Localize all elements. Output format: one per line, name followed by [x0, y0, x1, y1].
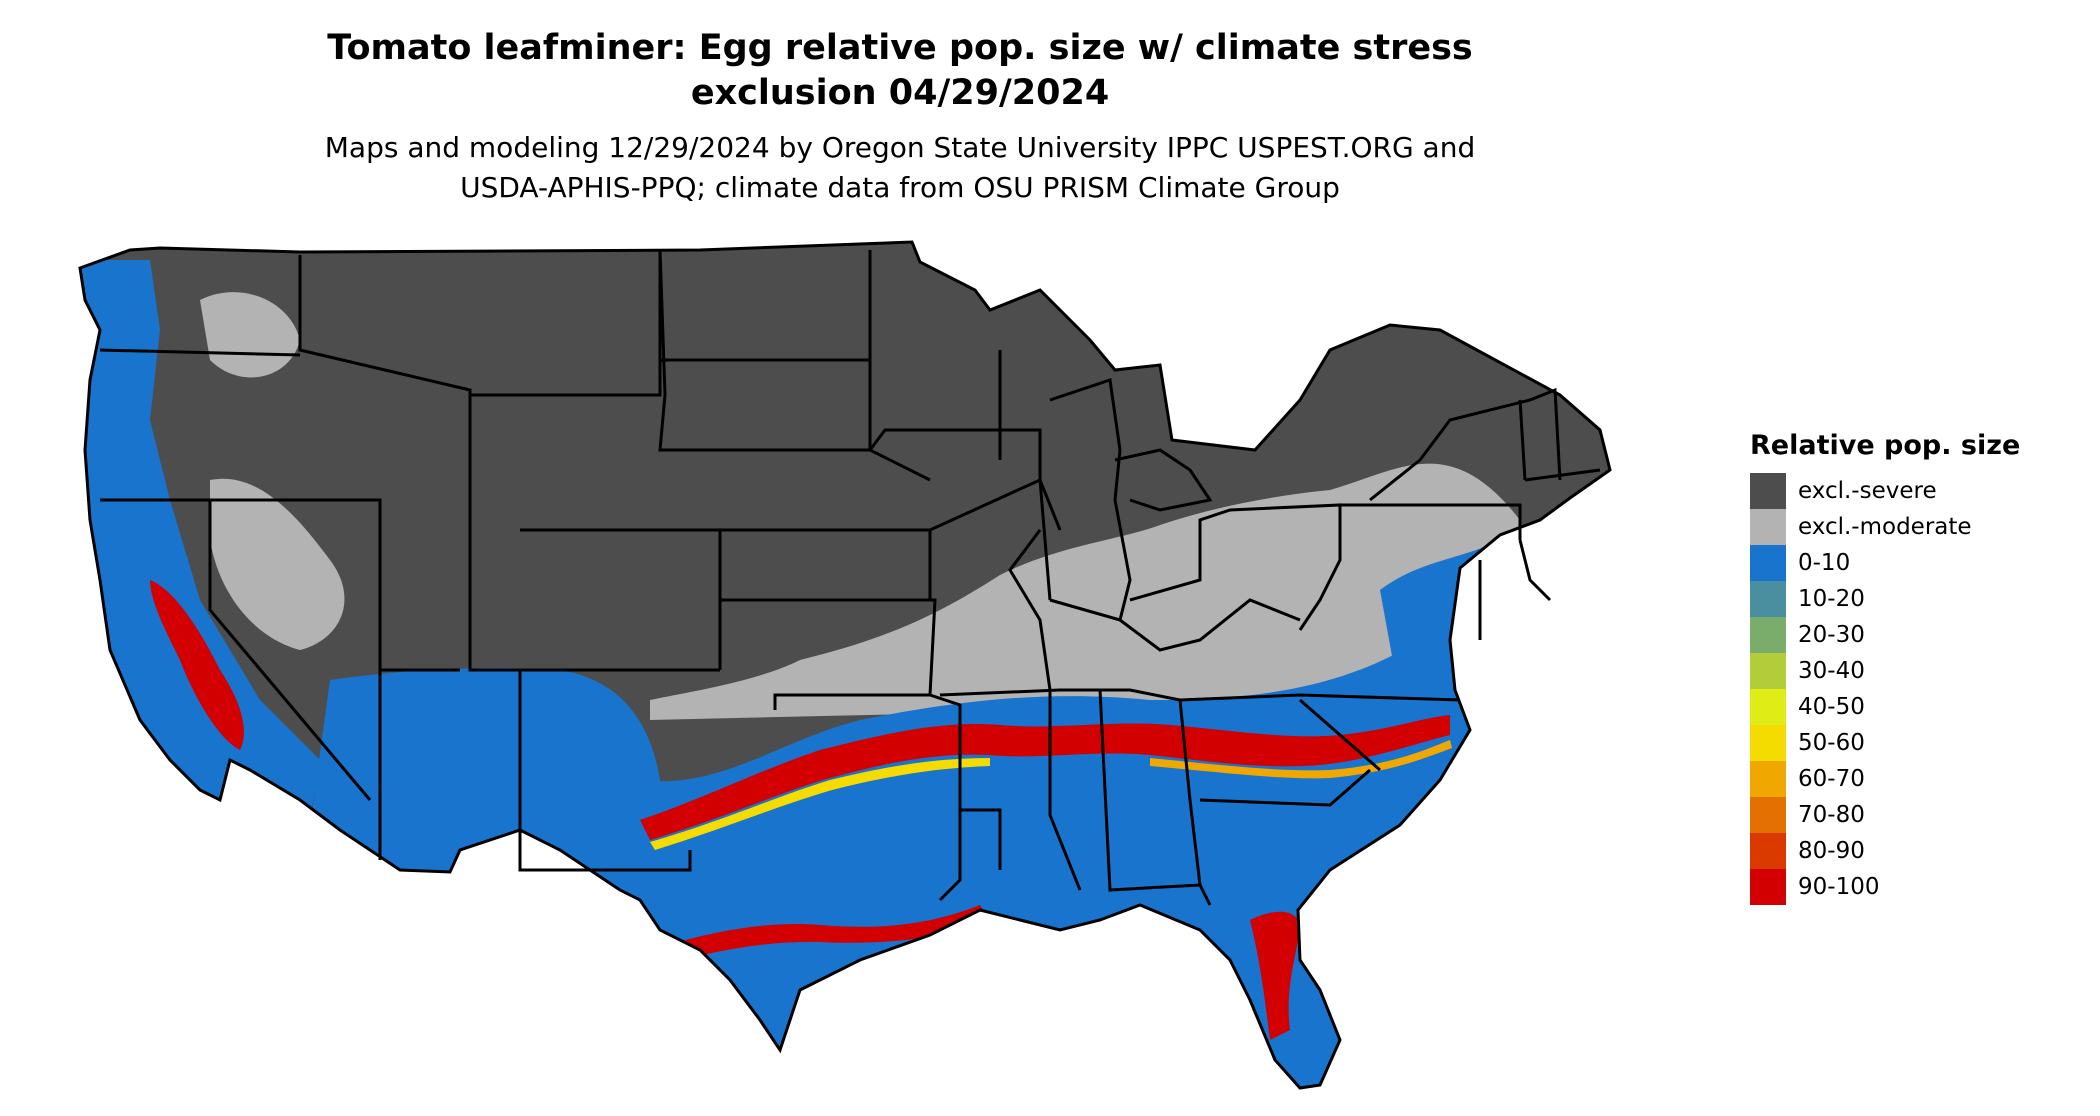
- zone-high-northeast: [1585, 498, 1610, 522]
- state-borders-south: [939, 688, 1461, 906]
- legend-item: 30-40: [1750, 653, 2020, 689]
- state-borders-midwest: [929, 449, 1342, 691]
- legend-item: 0-10: [1750, 545, 2020, 581]
- legend-title: Relative pop. size: [1750, 430, 2021, 461]
- legend-label: excl.-moderate: [1798, 514, 1972, 540]
- legend-item: 40-50: [1750, 689, 2020, 725]
- legend-label: 50-60: [1798, 730, 1865, 756]
- zone-moderate-exclusion-northwest: [200, 292, 300, 378]
- zone-high-california: [150, 580, 244, 750]
- zone-moderate-exclusion-west: [210, 478, 345, 650]
- legend-label: excl.-severe: [1798, 478, 1937, 504]
- legend-label: 70-80: [1798, 802, 1865, 828]
- legend-swatch: [1750, 797, 1786, 833]
- legend-label: 80-90: [1798, 838, 1865, 864]
- legend-item: 80-90: [1750, 833, 2020, 869]
- legend-label: 20-30: [1798, 622, 1865, 648]
- zone-low-southwest: [300, 668, 660, 900]
- zone-high-band-south: [640, 715, 1450, 840]
- legend-label: 40-50: [1798, 694, 1865, 720]
- map-subtitle-line1: Maps and modeling 12/29/2024 by Oregon S…: [324, 131, 1476, 164]
- legend-swatch: [1750, 617, 1786, 653]
- legend-rows: excl.-severe excl.-moderate 0-10 10-20 20-30…: [1750, 473, 2020, 905]
- legend-swatch: [1750, 653, 1786, 689]
- legend-item: excl.-severe: [1750, 473, 2020, 509]
- zone-high-band-gulf: [650, 905, 990, 965]
- legend-item: 20-30: [1750, 617, 2020, 653]
- zone-mid-band-south: [650, 758, 990, 850]
- legend-label: 0-10: [1798, 550, 1851, 576]
- legend-item: 10-20: [1750, 581, 2020, 617]
- legend-item: 50-60: [1750, 725, 2020, 761]
- map-title-line1: Tomato leafminer: Egg relative pop. size…: [327, 28, 1473, 68]
- map-subtitle: Maps and modeling 12/29/2024 by Oregon S…: [210, 128, 1590, 208]
- legend-item: 70-80: [1750, 797, 2020, 833]
- legend-label: 90-100: [1798, 874, 1880, 900]
- state-borders: [99, 249, 1601, 906]
- legend-swatch: [1750, 509, 1786, 545]
- legend-swatch: [1750, 581, 1786, 617]
- legend-item: excl.-moderate: [1750, 509, 2020, 545]
- state-borders-northeast: [1340, 387, 1601, 640]
- map-title: Tomato leafminer: Egg relative pop. size…: [210, 26, 1590, 116]
- legend-item: 90-100: [1750, 869, 2020, 905]
- zone-moderate-exclusion: [650, 463, 1520, 720]
- us-map: [78, 240, 1612, 1090]
- legend-swatch: [1750, 725, 1786, 761]
- legend-label: 60-70: [1798, 766, 1865, 792]
- legend-swatch: [1750, 761, 1786, 797]
- zone-high-florida: [1250, 911, 1300, 1040]
- state-borders-greatlakes: [998, 350, 1213, 512]
- legend-label: 10-20: [1798, 586, 1865, 612]
- legend-swatch: [1750, 689, 1786, 725]
- legend-swatch: [1750, 869, 1786, 905]
- legend-swatch: [1750, 545, 1786, 581]
- legend-swatch: [1750, 833, 1786, 869]
- legend-label: 30-40: [1798, 658, 1865, 684]
- map-subtitle-line2: USDA-APHIS-PPQ; climate data from OSU PR…: [460, 171, 1340, 204]
- map-title-line2: exclusion 04/29/2024: [690, 73, 1110, 113]
- legend-item: 60-70: [1750, 761, 2020, 797]
- legend: Relative pop. size excl.-severe excl.-mod…: [1750, 430, 2020, 905]
- legend-swatch: [1750, 473, 1786, 509]
